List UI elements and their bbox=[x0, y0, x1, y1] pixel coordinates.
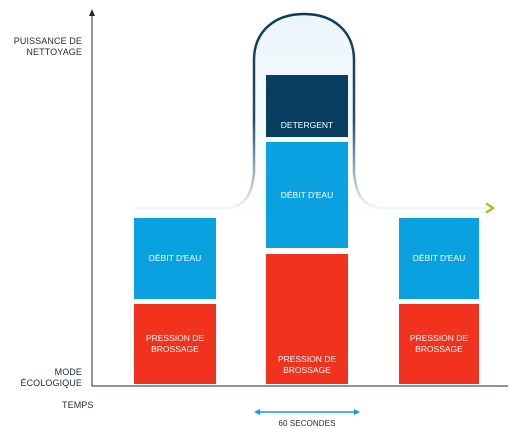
col3-water-flow-block: DÉBIT D'EAU bbox=[399, 218, 479, 299]
col1-brush-pressure-label: PRESSION DE BROSSAGE bbox=[145, 333, 205, 354]
col2-detergent-block: DETERGENT bbox=[266, 75, 348, 137]
col3-brush-pressure-block: PRESSION DE BROSSAGE bbox=[399, 304, 479, 384]
col2-brush-pressure-block: PRESSION DE BROSSAGE bbox=[266, 254, 348, 384]
y-axis-top-label: PUISSANCE DE NETTOYAGE bbox=[13, 36, 82, 57]
col3-water-flow-label: DÉBIT D'EAU bbox=[412, 253, 466, 263]
col1-brush-pressure-block: PRESSION DE BROSSAGE bbox=[134, 304, 216, 384]
duration-label: 60 SECONDES bbox=[278, 419, 336, 428]
y-axis-bottom-label: MODE ÉCOLOGIQUE bbox=[20, 367, 82, 388]
col2-water-flow-block: DÉBIT D'EAU bbox=[266, 142, 348, 248]
power-curve bbox=[134, 12, 488, 210]
col2-brush-pressure-label: PRESSION DE BROSSAGE bbox=[277, 354, 337, 375]
col2-water-flow-label: DÉBIT D'EAU bbox=[280, 189, 334, 200]
col2-detergent-label: DETERGENT bbox=[280, 120, 334, 130]
curve-arrow-icon bbox=[485, 202, 496, 214]
y-axis-arrowhead bbox=[89, 9, 95, 16]
col1-water-flow-block: DÉBIT D'EAU bbox=[134, 218, 216, 299]
col3-brush-pressure-label: PRESSION DE BROSSAGE bbox=[409, 333, 469, 354]
col1-water-flow-label: DÉBIT D'EAU bbox=[148, 253, 202, 263]
duration-arrow-right-icon bbox=[354, 409, 360, 415]
x-axis-label: TEMPS bbox=[62, 400, 94, 410]
duration-arrow-left-icon bbox=[254, 409, 260, 415]
